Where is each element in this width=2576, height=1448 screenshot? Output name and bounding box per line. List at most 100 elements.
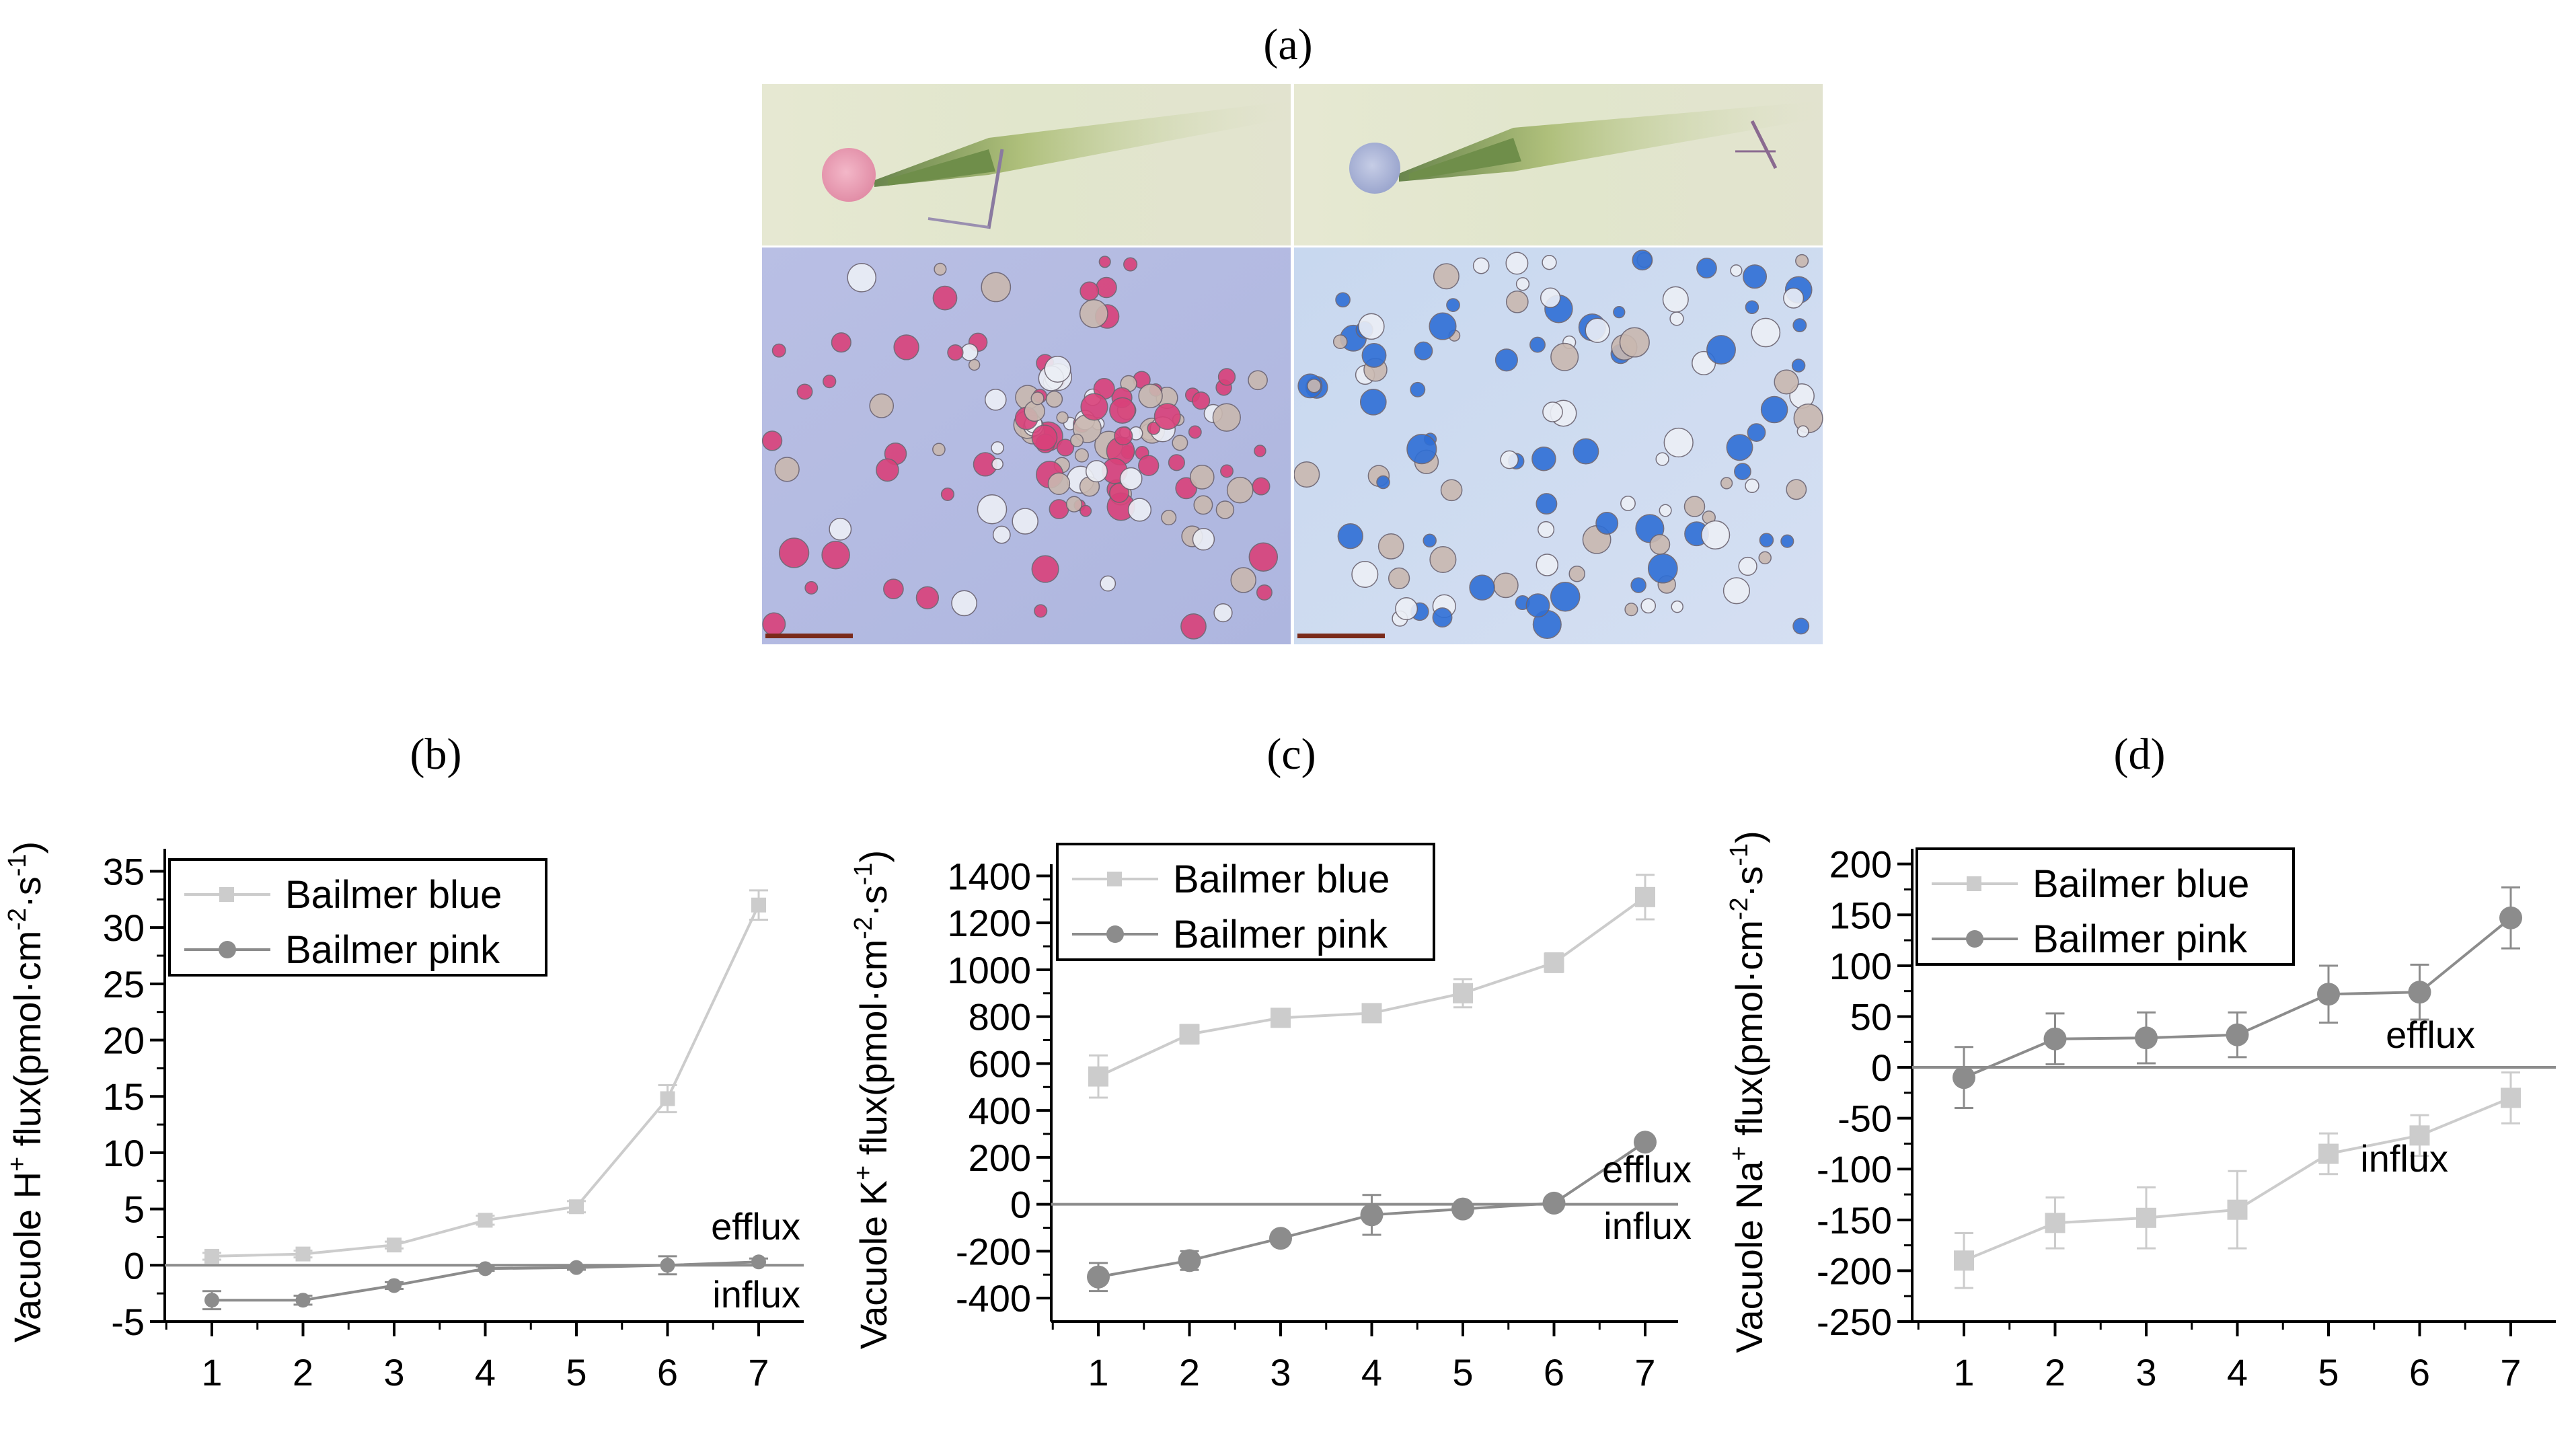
cell-dot (1359, 388, 1387, 416)
cell-dot (1414, 341, 1433, 360)
panel-label-a: (a) (1263, 20, 1312, 69)
cell-dot (1079, 281, 1100, 301)
cell-dot (991, 458, 1003, 470)
y-label-part: flux(pmol·cm (1728, 920, 1770, 1146)
cell-dot (1683, 496, 1706, 517)
panel-label-b: (b) (410, 730, 462, 779)
legend-label: Bailmer pink (2033, 917, 2248, 961)
data-point (1271, 1007, 1291, 1028)
cell-dot (1138, 383, 1163, 408)
cell-dot (1515, 277, 1530, 291)
cell-dot (1138, 455, 1160, 476)
cell-dot (1469, 574, 1495, 601)
cell-dot (1335, 292, 1351, 308)
cell-dot (1531, 446, 1556, 471)
cell-dot (1388, 567, 1410, 590)
data-point (387, 1278, 402, 1293)
cell-dot (1758, 551, 1772, 565)
micrograph-panel (761, 84, 1823, 644)
cell-dot (1070, 433, 1084, 447)
cell-dot (1751, 317, 1781, 348)
data-point (2043, 1027, 2067, 1051)
efflux-annotation: efflux (1602, 1148, 1692, 1190)
data-point (1635, 886, 1655, 907)
cell-dot (1119, 467, 1143, 490)
data-point (2408, 981, 2431, 1004)
micrograph-bottom-left (761, 247, 1291, 644)
y-tick-label: 25 (103, 963, 145, 1005)
cell-dot (1494, 348, 1518, 372)
cell-dot (778, 537, 810, 568)
y-tick-label: 5 (124, 1188, 145, 1231)
cell-dot (1505, 290, 1529, 313)
x-tick-label: 3 (1270, 1351, 1291, 1394)
cell-dot (1012, 508, 1038, 535)
data-point (387, 1237, 402, 1253)
y-label-part: -1 (1725, 843, 1753, 866)
cell-dot (1429, 545, 1457, 574)
cell-dot (1100, 575, 1116, 592)
cell-dot (1730, 264, 1743, 277)
cell-dot (1722, 577, 1750, 605)
cell-dot (1529, 336, 1546, 353)
y-tick-label: 1200 (947, 902, 1031, 944)
data-point (2409, 1125, 2430, 1146)
cell-dot (761, 430, 783, 451)
cell-dot (1056, 411, 1069, 424)
micrograph-bottom-right (1293, 247, 1823, 644)
cell-dot (1619, 327, 1650, 358)
cell-dot (1662, 286, 1689, 313)
cell-dot (1550, 581, 1581, 612)
y-tick-label: -400 (956, 1277, 1031, 1320)
cell-dot (1256, 584, 1273, 601)
y-tick-label: 100 (1829, 945, 1892, 987)
y-axis-label: Vacuole Na+ flux(pmol·cm-2·s-1) (1725, 831, 1770, 1353)
y-label-part: Vacuole H (6, 1172, 48, 1342)
y-tick-label: 1400 (947, 855, 1031, 897)
cell-dot (947, 344, 964, 361)
x-tick-label: 7 (1634, 1351, 1655, 1394)
cell-dot (796, 383, 813, 400)
y-label-part: ) (6, 841, 48, 854)
y-label-part: ) (852, 850, 895, 863)
cell-dot (1376, 475, 1390, 490)
cell-dot (991, 441, 1004, 455)
cell-dot (1351, 560, 1379, 588)
data-point (660, 1091, 675, 1106)
x-tick-label: 5 (1452, 1351, 1473, 1394)
y-tick-label: -5 (111, 1301, 145, 1343)
cell-dot (1669, 311, 1684, 326)
cell-dot (1254, 445, 1266, 457)
legend-label: Bailmer blue (1173, 858, 1390, 901)
cell-dot (1252, 477, 1271, 496)
cell-dot (1745, 300, 1759, 314)
cell-dot (1080, 393, 1108, 421)
x-tick-label: 5 (2318, 1351, 2339, 1394)
legend: Bailmer blue Bailmer pink (1056, 843, 1435, 961)
cell-dot (1700, 520, 1731, 550)
cell-dot (1630, 577, 1646, 593)
cell-dot (1659, 504, 1672, 517)
cell-dot (1213, 603, 1233, 623)
y-tick-label: 0 (1010, 1184, 1031, 1226)
cell-dot (1034, 604, 1048, 618)
data-point (751, 897, 766, 913)
cell-dot (1542, 402, 1563, 422)
cell-dot (1358, 313, 1385, 340)
cell-dot (1079, 504, 1092, 517)
y-label-part: -2 (3, 908, 32, 931)
data-point (1361, 1003, 1382, 1024)
cell-dot (1189, 465, 1215, 490)
cell-dot (940, 487, 954, 501)
cell-dot (1742, 264, 1768, 289)
y-tick-label: 10 (103, 1132, 145, 1174)
y-tick-label: 30 (103, 907, 145, 949)
cell-dot (1649, 534, 1671, 555)
cell-dot (1361, 342, 1387, 368)
x-tick-label: 2 (2045, 1351, 2066, 1394)
data-point (660, 1258, 675, 1273)
cell-dot (1783, 287, 1805, 309)
y-label-part: + (3, 1157, 32, 1172)
cell-dot (876, 458, 899, 482)
cell-dot (1433, 263, 1460, 290)
